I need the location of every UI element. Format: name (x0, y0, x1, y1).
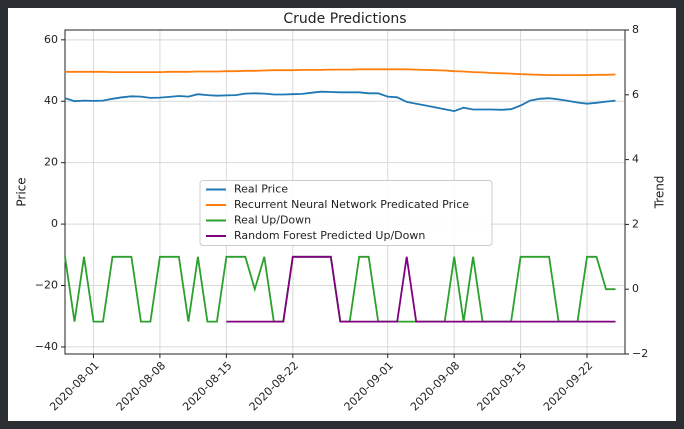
legend-label: Real Price (234, 183, 288, 196)
y-tick-label: −20 (35, 279, 58, 292)
y2-axis-label: Trend (653, 176, 667, 210)
plot-frame (64, 29, 626, 355)
y-axis-label: Price (15, 177, 29, 206)
y-tick-label: −40 (35, 340, 58, 353)
legend-box (199, 180, 493, 246)
series-line (226, 255, 616, 323)
y2-tick-label: 2 (632, 217, 639, 230)
legend-label: Recurrent Neural Network Predicated Pric… (234, 198, 469, 211)
y2-tick-label: 0 (632, 282, 639, 295)
y2-tick-label: 6 (632, 88, 639, 101)
legend-label: Real Up/Down (234, 214, 311, 227)
y2-tick-label: 8 (632, 23, 639, 36)
y-tick-label: 0 (51, 217, 58, 230)
y2-tick-label: 4 (632, 153, 639, 166)
y-tick-label: 40 (44, 94, 58, 107)
legend-label: Random Forest Predicted Up/Down (234, 229, 425, 242)
y-tick-label: 20 (44, 156, 58, 169)
series-line (65, 68, 616, 76)
y2-tick-label: −2 (632, 347, 648, 360)
chart-title: Crude Predictions (283, 11, 406, 27)
y-tick-label: 60 (44, 33, 58, 46)
series-line (64, 90, 616, 113)
